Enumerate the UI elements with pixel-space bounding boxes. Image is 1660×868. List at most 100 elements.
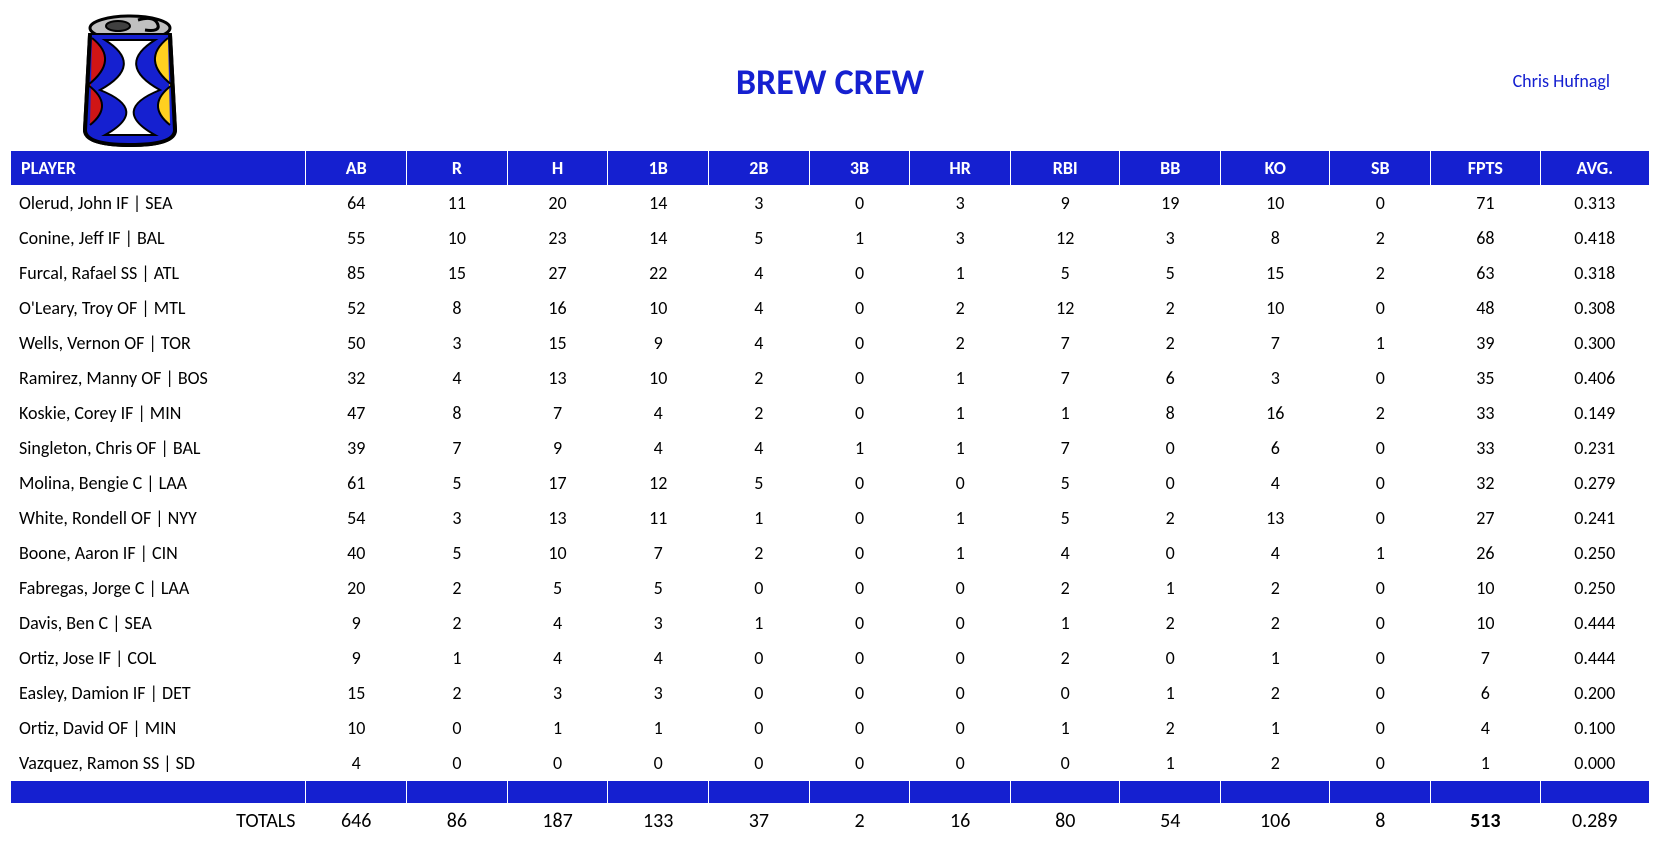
cell-player: Fabregas, Jorge C | LAA <box>11 571 306 606</box>
table-row: Easley, Damion IF | DET15233000012060.20… <box>11 676 1650 711</box>
cell-hr: 1 <box>910 536 1011 571</box>
cell-avg: 0.418 <box>1540 221 1649 256</box>
table-row: Davis, Ben C | SEA92431001220100.444 <box>11 606 1650 641</box>
totals-hr: 16 <box>910 804 1011 839</box>
totals-row: TOTALS6468618713337216805410685130.289 <box>11 804 1650 839</box>
cell-b3: 0 <box>809 396 910 431</box>
totals-r: 86 <box>407 804 508 839</box>
separator-row <box>11 781 1650 804</box>
table-row: Vazquez, Ramon SS | SD4000000012010.000 <box>11 746 1650 781</box>
cell-b3: 0 <box>809 291 910 326</box>
table-row: Koskie, Corey IF | MIN4787420118162330.1… <box>11 396 1650 431</box>
table-row: Conine, Jeff IF | BAL5510231451312382680… <box>11 221 1650 256</box>
cell-bb: 0 <box>1120 431 1221 466</box>
cell-player: Singleton, Chris OF | BAL <box>11 431 306 466</box>
cell-r: 3 <box>407 326 508 361</box>
cell-ab: 15 <box>306 676 407 711</box>
cell-b1: 3 <box>608 606 709 641</box>
cell-fpts: 33 <box>1431 431 1540 466</box>
cell-r: 8 <box>407 291 508 326</box>
cell-hr: 0 <box>910 571 1011 606</box>
cell-hr: 3 <box>910 221 1011 256</box>
cell-b2: 0 <box>709 676 810 711</box>
cell-r: 11 <box>407 186 508 221</box>
cell-fpts: 1 <box>1431 746 1540 781</box>
cell-sb: 0 <box>1330 501 1431 536</box>
cell-avg: 0.200 <box>1540 676 1649 711</box>
cell-bb: 8 <box>1120 396 1221 431</box>
cell-h: 15 <box>507 326 608 361</box>
cell-sb: 0 <box>1330 291 1431 326</box>
cell-b2: 5 <box>709 466 810 501</box>
cell-sb: 2 <box>1330 221 1431 256</box>
cell-fpts: 26 <box>1431 536 1540 571</box>
cell-ab: 9 <box>306 606 407 641</box>
cell-b2: 1 <box>709 501 810 536</box>
header-row: PLAYER AB R H 1B 2B 3B HR RBI BB KO SB F… <box>11 151 1650 186</box>
col-h: H <box>507 151 608 186</box>
cell-ko: 1 <box>1221 641 1330 676</box>
cell-ko: 4 <box>1221 536 1330 571</box>
cell-b1: 4 <box>608 396 709 431</box>
totals-b1: 133 <box>608 804 709 839</box>
cell-h: 10 <box>507 536 608 571</box>
cell-sb: 0 <box>1330 711 1431 746</box>
table-row: Olerud, John IF | SEA6411201430391910071… <box>11 186 1650 221</box>
totals-avg: 0.289 <box>1540 804 1649 839</box>
cell-b3: 0 <box>809 746 910 781</box>
cell-h: 13 <box>507 361 608 396</box>
cell-hr: 1 <box>910 256 1011 291</box>
cell-b1: 7 <box>608 536 709 571</box>
col-fpts: FPTS <box>1431 151 1540 186</box>
cell-player: Koskie, Corey IF | MIN <box>11 396 306 431</box>
cell-ko: 2 <box>1221 746 1330 781</box>
table-row: White, Rondell OF | NYY54313111015213027… <box>11 501 1650 536</box>
cell-hr: 0 <box>910 711 1011 746</box>
totals-bb: 54 <box>1120 804 1221 839</box>
cell-r: 2 <box>407 676 508 711</box>
cell-b2: 0 <box>709 711 810 746</box>
cell-sb: 1 <box>1330 536 1431 571</box>
table-row: Ramirez, Manny OF | BOS32413102017630350… <box>11 361 1650 396</box>
cell-player: Vazquez, Ramon SS | SD <box>11 746 306 781</box>
cell-bb: 6 <box>1120 361 1221 396</box>
cell-h: 5 <box>507 571 608 606</box>
cell-r: 4 <box>407 361 508 396</box>
cell-h: 4 <box>507 641 608 676</box>
table-row: Singleton, Chris OF | BAL397944117060330… <box>11 431 1650 466</box>
table-row: Molina, Bengie C | LAA61517125005040320.… <box>11 466 1650 501</box>
cell-avg: 0.231 <box>1540 431 1649 466</box>
cell-rbi: 0 <box>1011 746 1120 781</box>
cell-fpts: 33 <box>1431 396 1540 431</box>
cell-fpts: 71 <box>1431 186 1540 221</box>
cell-r: 2 <box>407 571 508 606</box>
cell-b2: 0 <box>709 571 810 606</box>
col-sb: SB <box>1330 151 1431 186</box>
cell-avg: 0.241 <box>1540 501 1649 536</box>
cell-ab: 32 <box>306 361 407 396</box>
col-rbi: RBI <box>1011 151 1120 186</box>
cell-b2: 4 <box>709 431 810 466</box>
cell-sb: 0 <box>1330 571 1431 606</box>
cell-avg: 0.250 <box>1540 536 1649 571</box>
cell-ab: 20 <box>306 571 407 606</box>
cell-bb: 2 <box>1120 711 1221 746</box>
cell-player: Olerud, John IF | SEA <box>11 186 306 221</box>
cell-b2: 4 <box>709 326 810 361</box>
cell-rbi: 4 <box>1011 536 1120 571</box>
cell-fpts: 48 <box>1431 291 1540 326</box>
cell-b3: 0 <box>809 606 910 641</box>
cell-player: Easley, Damion IF | DET <box>11 676 306 711</box>
cell-rbi: 5 <box>1011 466 1120 501</box>
table-row: Boone, Aaron IF | CIN4051072014041260.25… <box>11 536 1650 571</box>
cell-b1: 4 <box>608 431 709 466</box>
cell-h: 23 <box>507 221 608 256</box>
cell-avg: 0.279 <box>1540 466 1649 501</box>
cell-ab: 9 <box>306 641 407 676</box>
cell-b3: 0 <box>809 641 910 676</box>
cell-ko: 8 <box>1221 221 1330 256</box>
cell-r: 2 <box>407 606 508 641</box>
cell-r: 10 <box>407 221 508 256</box>
cell-b2: 2 <box>709 396 810 431</box>
table-row: Wells, Vernon OF | TOR5031594027271390.3… <box>11 326 1650 361</box>
